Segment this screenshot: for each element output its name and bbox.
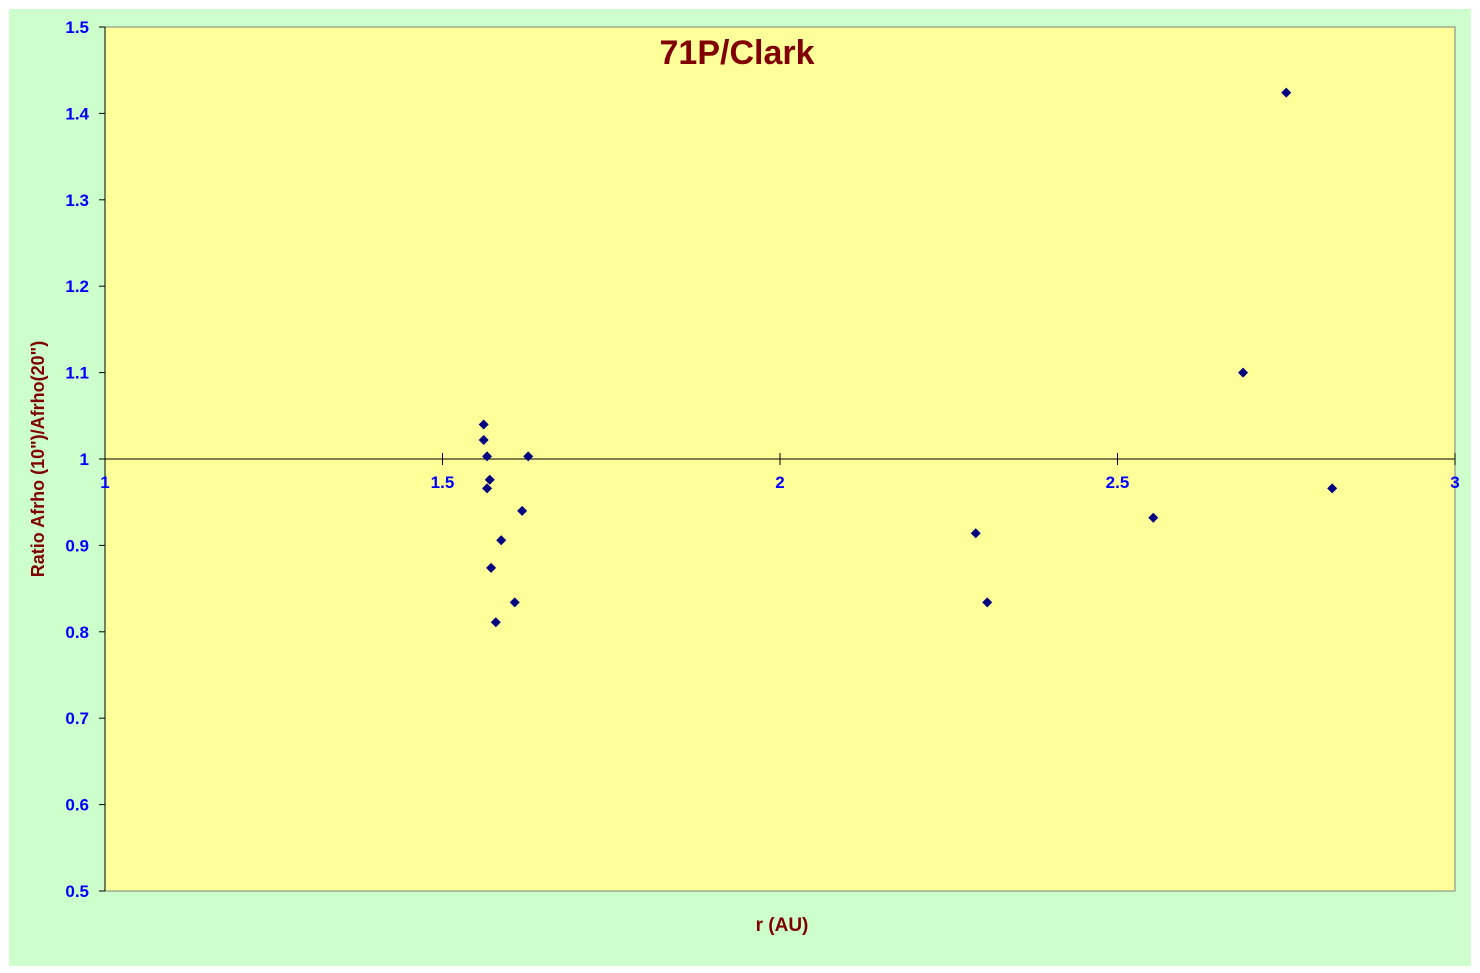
data-point (482, 451, 493, 462)
x-tick-label: 1 (100, 473, 109, 492)
data-point (478, 434, 489, 445)
data-point (982, 597, 993, 608)
y-tick-label: 1.2 (65, 277, 89, 296)
data-point (970, 528, 981, 539)
y-tick-label: 0.9 (65, 536, 89, 555)
data-point (478, 419, 489, 430)
x-tick-label: 2.5 (1106, 473, 1130, 492)
data-point (1238, 367, 1249, 378)
data-point (517, 505, 528, 516)
data-point (509, 597, 520, 608)
data-point (523, 451, 534, 462)
y-tick-label: 0.8 (65, 623, 89, 642)
y-tick-label: 1.4 (65, 104, 89, 123)
y-tick-label: 0.5 (65, 882, 89, 901)
data-point (490, 617, 501, 628)
data-point (482, 483, 493, 494)
x-axis-title: r (AU) (756, 915, 809, 936)
x-tick-label: 1.5 (431, 473, 455, 492)
chart-title: 71P/Clark (660, 34, 815, 72)
data-point (484, 474, 495, 485)
data-point (496, 535, 507, 546)
y-tick-label: 1.1 (65, 364, 89, 383)
y-tick-label: 1 (80, 450, 89, 469)
data-point (1148, 512, 1159, 523)
x-tick-label: 3 (1450, 473, 1459, 492)
y-tick-label: 1.5 (65, 18, 89, 37)
data-point (1281, 87, 1292, 98)
x-tick-label: 2 (775, 473, 784, 492)
data-point (1327, 483, 1338, 494)
y-axis-title: Ratio Afrho (10")/Afrho(20") (28, 341, 48, 577)
y-tick-label: 0.6 (65, 796, 89, 815)
y-tick-label: 1.3 (65, 191, 89, 210)
y-tick-label: 0.7 (65, 709, 89, 728)
data-point (486, 562, 497, 573)
